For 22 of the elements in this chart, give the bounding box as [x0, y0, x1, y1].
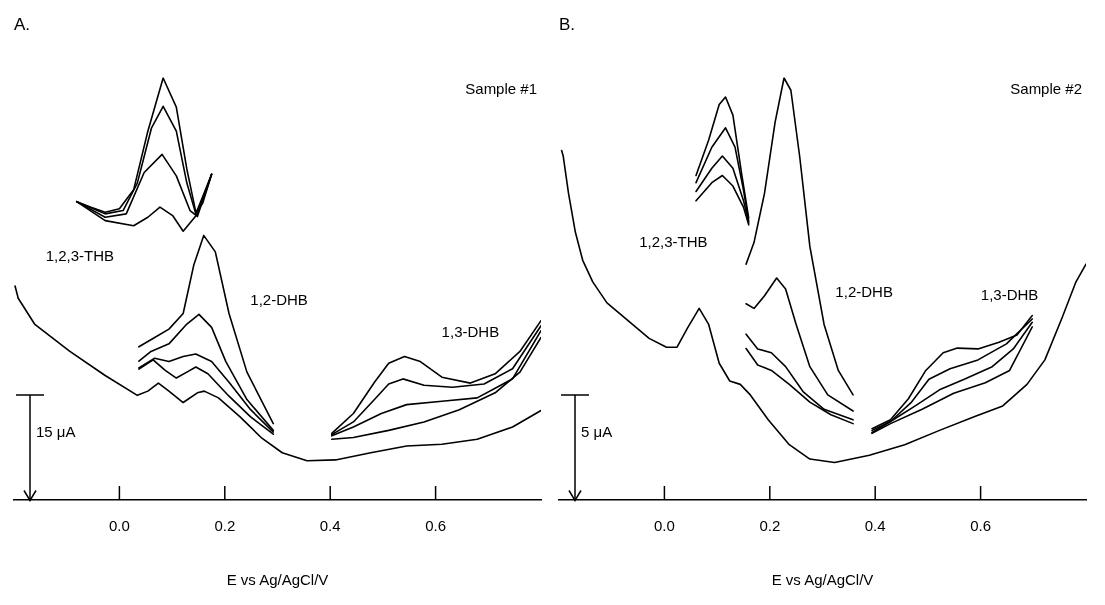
x-tick-label: 0.2: [759, 517, 781, 535]
annotation: 1,3-DHB: [441, 322, 500, 340]
x-axis-title: E vs Ag/AgCl/V: [226, 571, 329, 589]
annotation: 1,2-DHB: [835, 282, 893, 300]
chart-subtitle: Sample #1: [465, 80, 537, 98]
annotation: 1,3-DHB: [980, 285, 1039, 303]
x-tick-label: 0.0: [108, 517, 130, 535]
x-tick-label: 0.0: [653, 517, 675, 535]
chart-title: B.: [559, 15, 576, 34]
x-tick-label: 0.2: [214, 517, 236, 535]
annotation: 1,2,3-THB: [639, 232, 708, 250]
annotation: 1,2-DHB: [250, 290, 308, 308]
y-axis-title: 15 μA: [36, 422, 76, 440]
x-axis-title: E vs Ag/AgCl/V: [771, 571, 874, 589]
x-tick-label: 0.6: [970, 517, 992, 535]
y-axis-title: 5 μA: [581, 422, 613, 440]
x-tick-label: 0.6: [425, 517, 447, 535]
chart-subtitle: Sample #2: [1010, 80, 1082, 98]
x-tick-label: 0.4: [319, 517, 341, 535]
annotation: 1,2,3-THB: [45, 247, 115, 265]
chart-title: A.: [14, 15, 31, 34]
x-tick-label: 0.4: [864, 517, 886, 535]
